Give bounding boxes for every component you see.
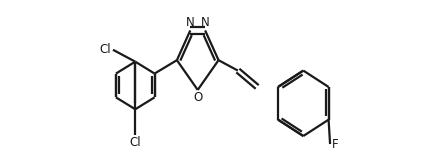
Text: Cl: Cl <box>129 136 141 149</box>
Text: N: N <box>201 16 210 29</box>
Text: O: O <box>193 91 202 104</box>
Text: F: F <box>331 138 338 150</box>
Text: Cl: Cl <box>100 43 112 56</box>
Text: N: N <box>186 16 194 29</box>
